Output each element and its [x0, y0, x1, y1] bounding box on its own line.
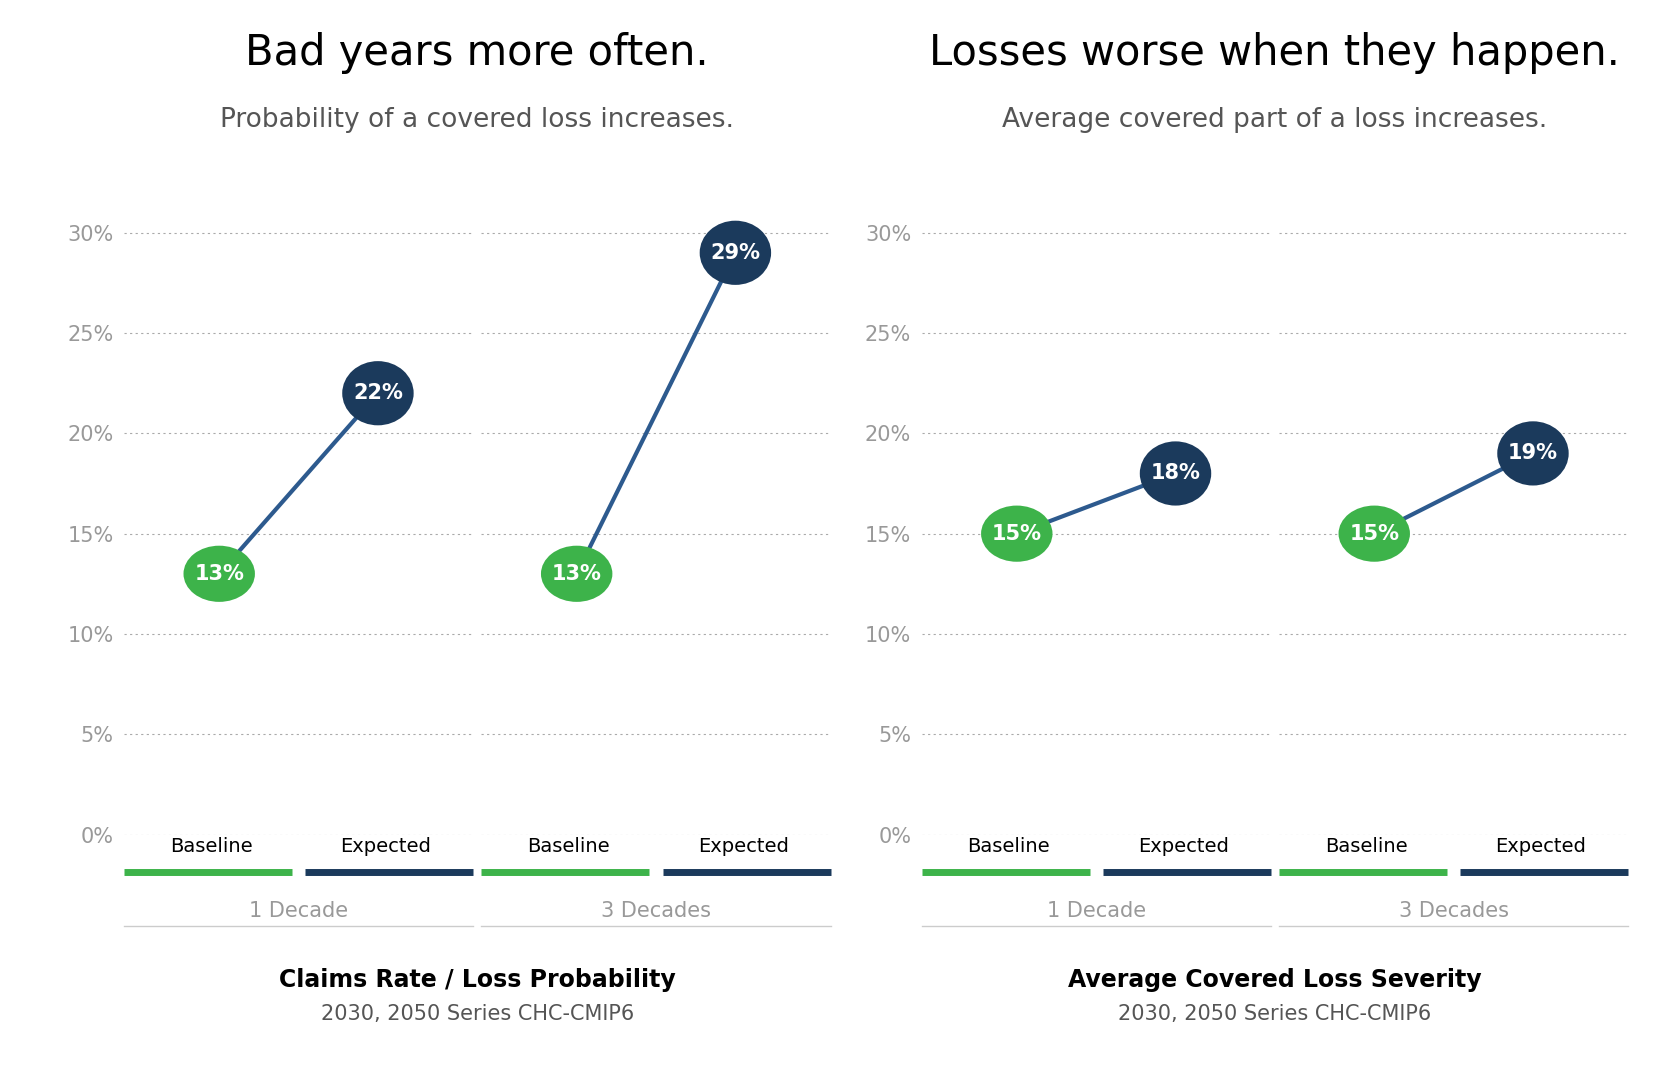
Text: Bad years more often.: Bad years more often.	[246, 32, 709, 74]
Text: 3 Decades: 3 Decades	[1398, 901, 1509, 921]
Text: 19%: 19%	[1508, 443, 1559, 463]
Text: 22%: 22%	[354, 383, 403, 403]
Text: 1 Decade: 1 Decade	[250, 901, 349, 921]
Text: Expected: Expected	[1137, 837, 1228, 856]
Text: Expected: Expected	[698, 837, 788, 856]
Ellipse shape	[1141, 441, 1212, 506]
Text: 1 Decade: 1 Decade	[1046, 901, 1146, 921]
Text: 2030, 2050 Series CHC-CMIP6: 2030, 2050 Series CHC-CMIP6	[321, 1004, 635, 1024]
Text: Baseline: Baseline	[967, 837, 1050, 856]
Ellipse shape	[541, 546, 612, 601]
Text: Expected: Expected	[1496, 837, 1587, 856]
Ellipse shape	[342, 362, 413, 425]
Text: Losses worse when they happen.: Losses worse when they happen.	[929, 32, 1620, 74]
Ellipse shape	[1498, 422, 1569, 486]
Text: 13%: 13%	[195, 564, 245, 584]
Text: 15%: 15%	[1349, 523, 1398, 544]
Text: Average covered part of a loss increases.: Average covered part of a loss increases…	[1002, 107, 1547, 133]
Text: Expected: Expected	[341, 837, 431, 856]
Ellipse shape	[699, 220, 770, 285]
Text: Baseline: Baseline	[527, 837, 610, 856]
Text: 18%: 18%	[1150, 463, 1200, 484]
Ellipse shape	[982, 506, 1053, 562]
Text: 13%: 13%	[552, 564, 602, 584]
Text: 2030, 2050 Series CHC-CMIP6: 2030, 2050 Series CHC-CMIP6	[1117, 1004, 1431, 1024]
Ellipse shape	[1339, 506, 1410, 562]
Ellipse shape	[183, 546, 255, 601]
Text: Baseline: Baseline	[170, 837, 253, 856]
Text: Baseline: Baseline	[1326, 837, 1408, 856]
Text: 15%: 15%	[992, 523, 1041, 544]
Text: Claims Rate / Loss Probability: Claims Rate / Loss Probability	[279, 968, 676, 992]
Text: 29%: 29%	[711, 243, 760, 263]
Text: Probability of a covered loss increases.: Probability of a covered loss increases.	[220, 107, 734, 133]
Text: Average Covered Loss Severity: Average Covered Loss Severity	[1068, 968, 1481, 992]
Text: 3 Decades: 3 Decades	[602, 901, 711, 921]
